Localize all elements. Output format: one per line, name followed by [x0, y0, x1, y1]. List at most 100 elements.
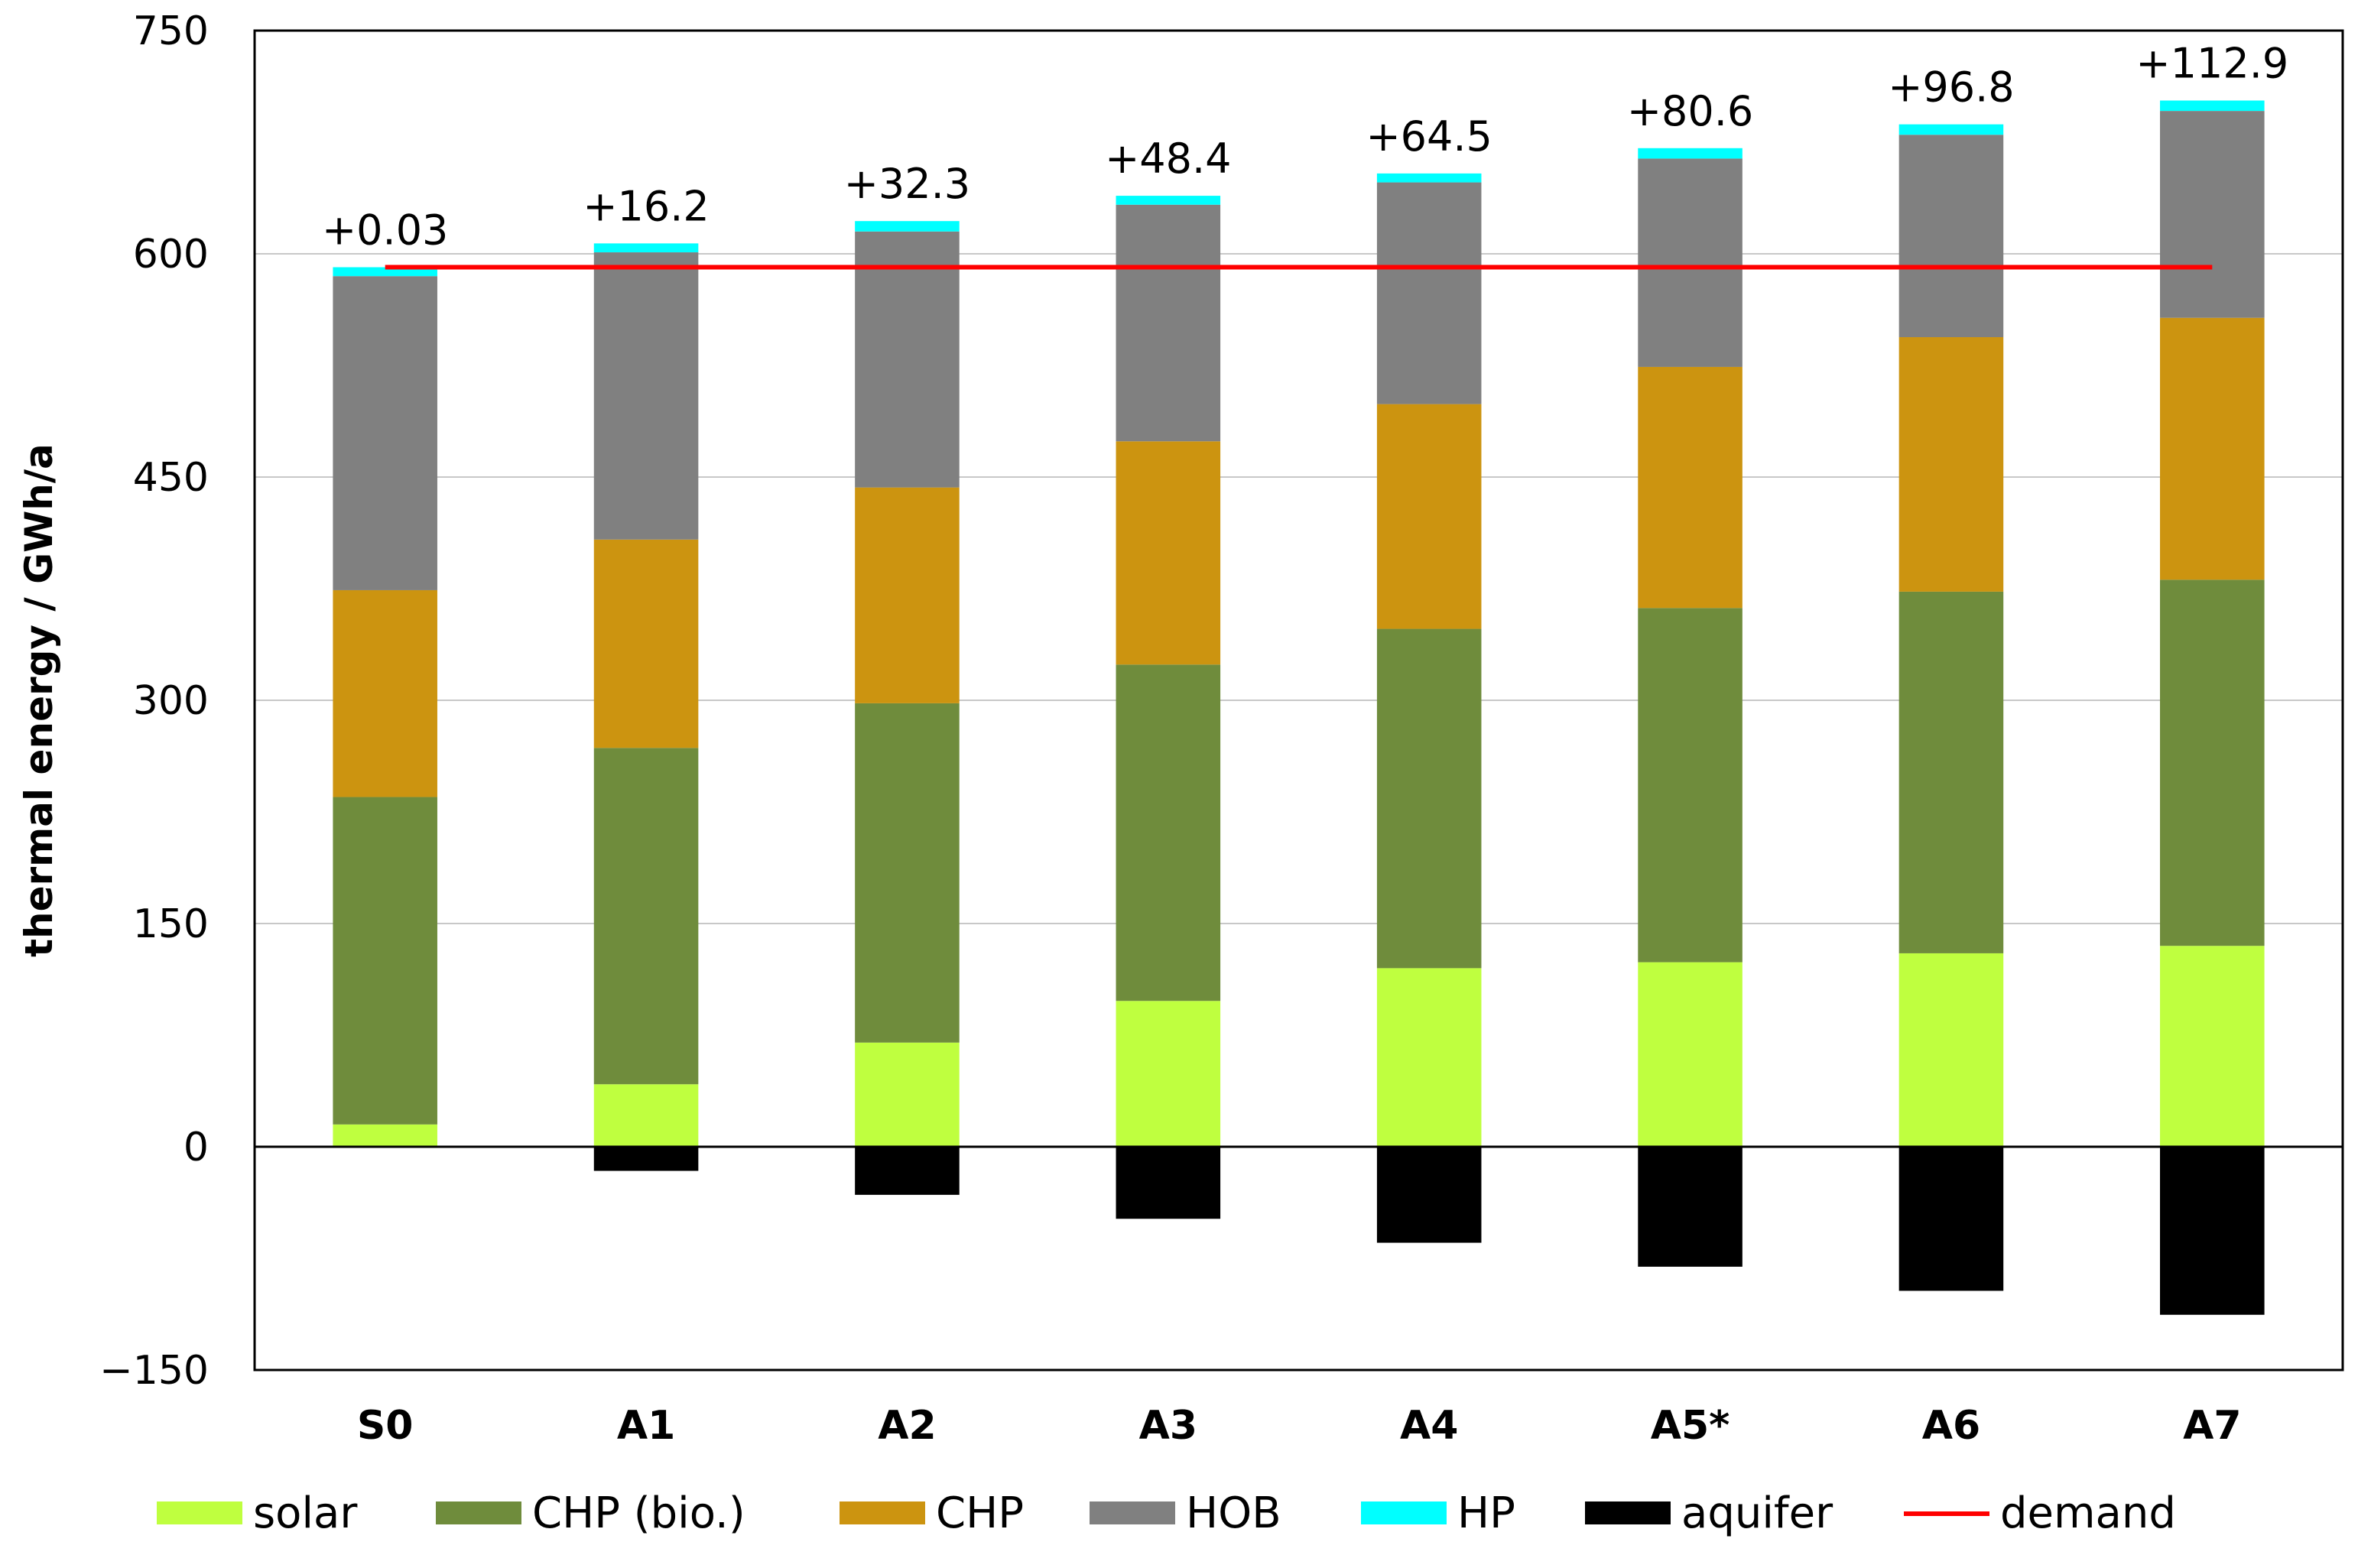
- bar-hp-a2: [855, 221, 960, 232]
- legend-item: CHP (bio.): [436, 1488, 745, 1538]
- y-tick-label: 600: [133, 232, 209, 278]
- bar-solar-a4: [1376, 968, 1482, 1147]
- legend-swatch: [436, 1501, 521, 1524]
- bar-solar-a6: [1898, 953, 2004, 1147]
- x-tick-label: A7: [2183, 1403, 2241, 1449]
- legend-swatch: [1585, 1501, 1671, 1524]
- bar-chp-bio-a3: [1116, 664, 1221, 1002]
- bar-hp-a7: [2160, 100, 2265, 112]
- bar-chp-a5: [1638, 366, 1743, 609]
- bar-aquifer-a3: [1116, 1147, 1221, 1219]
- bar-chp-a6: [1898, 337, 2004, 592]
- y-tick-label: 750: [133, 8, 209, 54]
- legend-item: CHP: [840, 1488, 1024, 1538]
- data-label: +0.03: [322, 206, 448, 255]
- bar-hob-a2: [855, 231, 960, 488]
- bar-chp-bio-a5: [1638, 608, 1743, 963]
- y-tick-label: 150: [133, 901, 209, 947]
- x-tick-label: A3: [1139, 1403, 1197, 1449]
- x-tick-label: A1: [617, 1403, 675, 1449]
- bar-aquifer-a5: [1638, 1147, 1743, 1267]
- bar-solar-a5: [1638, 962, 1743, 1147]
- legend-item: solar: [157, 1488, 358, 1538]
- bar-hp-a1: [593, 243, 699, 253]
- bar-hob-a1: [593, 252, 699, 540]
- bar-chp-bio-a4: [1376, 628, 1482, 969]
- bar-solar-a7: [2160, 946, 2265, 1147]
- bar-hob-a6: [1898, 135, 2004, 338]
- legend-swatch: [157, 1501, 242, 1524]
- x-tick-label: A5*: [1651, 1403, 1730, 1449]
- legend-swatch: [840, 1501, 925, 1524]
- legend-label: solar: [253, 1488, 358, 1538]
- gridlines: [255, 30, 2343, 924]
- bar-aquifer-a4: [1376, 1147, 1482, 1243]
- bar-hp-a5: [1638, 148, 1743, 159]
- bar-hp-s0: [333, 267, 437, 277]
- legend-swatch: [1361, 1501, 1447, 1524]
- legend-item: HOB: [1090, 1488, 1281, 1538]
- legend-label: HOB: [1186, 1488, 1281, 1538]
- legend-label: demand: [2000, 1488, 2176, 1538]
- data-label: +48.4: [1105, 135, 1231, 183]
- legend-label: CHP: [936, 1488, 1024, 1538]
- data-label: +96.8: [1888, 63, 2014, 112]
- bar-chp-s0: [333, 589, 437, 797]
- legend-label: CHP (bio.): [532, 1488, 745, 1538]
- bar-chp-bio-s0: [333, 797, 437, 1125]
- bar-hob-a5: [1638, 158, 1743, 367]
- data-labels: +0.03 +16.2 +32.3 +48.4 +64.5 +80.6 +96.8 +112.…: [322, 39, 2288, 254]
- bar-hp-a6: [1898, 124, 2004, 135]
- x-tick-label: A6: [1922, 1403, 1980, 1449]
- bar-aquifer-a6: [1898, 1147, 2004, 1291]
- bar-chp-bio-a1: [593, 748, 699, 1085]
- bar-chp-bio-a2: [855, 703, 960, 1043]
- bar-hob-a4: [1376, 182, 1482, 404]
- data-label: +32.3: [844, 160, 970, 208]
- bar-hob-a7: [2160, 111, 2265, 318]
- bar-chp-a7: [2160, 317, 2265, 580]
- data-label: +80.6: [1627, 87, 1753, 135]
- bar-solar-s0: [333, 1124, 437, 1147]
- bar-aquifer-a1: [593, 1147, 699, 1171]
- bar-hob-s0: [333, 276, 437, 590]
- bar-hob-a3: [1116, 204, 1221, 442]
- bar-hp-a4: [1376, 173, 1482, 183]
- bar-chp-a1: [593, 539, 699, 748]
- bar-aquifer-a2: [855, 1147, 960, 1195]
- x-tick-labels: S0 A1 A2 A3 A4 A5* A6 A7: [357, 1403, 2242, 1449]
- y-tick-labels: 750 600 450 300 150 0 −150: [99, 8, 209, 1394]
- legend: solar CHP (bio.) CHP HOB HP aquifer demand: [157, 1488, 2176, 1538]
- bars: [333, 100, 2265, 1315]
- y-tick-label: 0: [184, 1125, 209, 1170]
- legend-item: aquifer: [1585, 1488, 1833, 1538]
- legend-item: demand: [1904, 1488, 2176, 1538]
- x-tick-label: S0: [357, 1403, 414, 1449]
- bar-aquifer-a7: [2160, 1147, 2265, 1315]
- bar-chp-a4: [1376, 404, 1482, 629]
- bar-hp-a3: [1116, 196, 1221, 205]
- plot-frame: [253, 29, 2344, 1372]
- legend-label: HP: [1457, 1488, 1515, 1538]
- bar-chp-bio-a6: [1898, 591, 2004, 953]
- bar-solar-a2: [855, 1042, 960, 1147]
- data-label: +112.9: [2136, 39, 2288, 87]
- x-tick-label: A2: [878, 1403, 936, 1449]
- bar-chp-bio-a7: [2160, 579, 2265, 946]
- y-axis-label: thermal energy / GWh/a: [17, 443, 61, 957]
- legend-item: HP: [1361, 1488, 1515, 1538]
- legend-label: aquifer: [1681, 1488, 1833, 1538]
- y-tick-label: 450: [133, 455, 209, 501]
- y-tick-label: −150: [99, 1348, 209, 1394]
- data-label: +64.5: [1366, 112, 1492, 161]
- legend-swatch: [1090, 1501, 1175, 1524]
- bar-solar-a3: [1116, 1001, 1221, 1147]
- y-tick-label: 300: [133, 678, 209, 724]
- data-label: +16.2: [583, 182, 709, 230]
- bar-chp-a3: [1116, 441, 1221, 665]
- bar-solar-a1: [593, 1084, 699, 1147]
- x-tick-label: A4: [1400, 1403, 1458, 1449]
- bar-chp-a2: [855, 487, 960, 703]
